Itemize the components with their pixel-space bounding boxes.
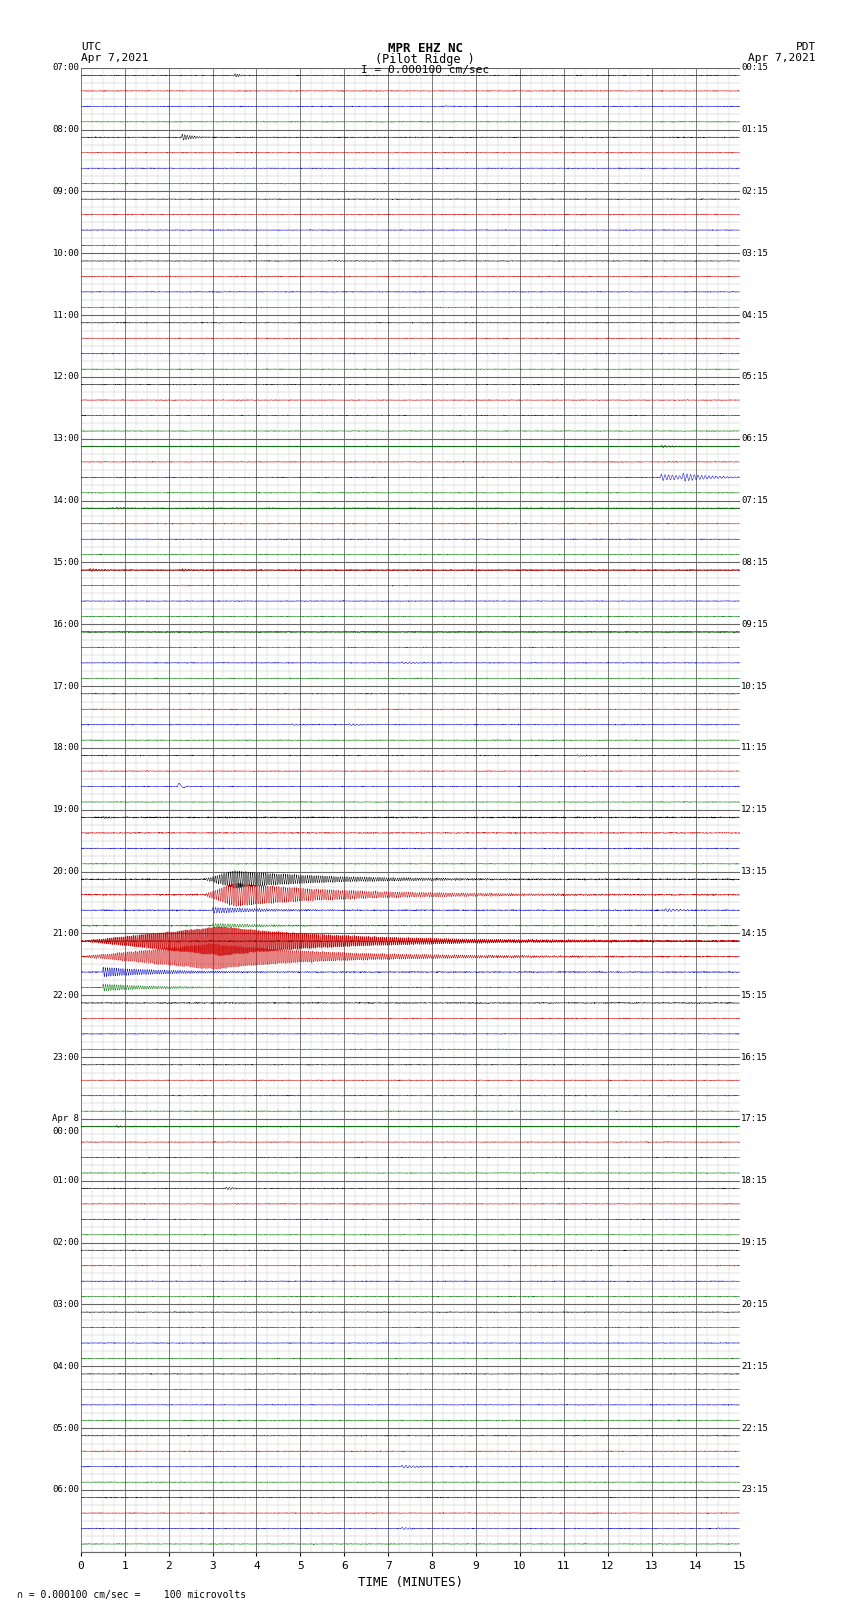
Text: 13:00: 13:00 xyxy=(53,434,79,444)
Text: 05:00: 05:00 xyxy=(53,1424,79,1432)
Text: 03:15: 03:15 xyxy=(741,248,768,258)
Text: 15:15: 15:15 xyxy=(741,990,768,1000)
Text: 22:00: 22:00 xyxy=(53,990,79,1000)
Text: 18:15: 18:15 xyxy=(741,1176,768,1186)
Text: 00:00: 00:00 xyxy=(53,1127,79,1136)
Text: ∩ = 0.000100 cm/sec =    100 microvolts: ∩ = 0.000100 cm/sec = 100 microvolts xyxy=(17,1590,246,1600)
Text: 07:00: 07:00 xyxy=(53,63,79,73)
Text: 16:00: 16:00 xyxy=(53,619,79,629)
Text: 08:15: 08:15 xyxy=(741,558,768,566)
Text: 16:15: 16:15 xyxy=(741,1053,768,1061)
Text: 20:15: 20:15 xyxy=(741,1300,768,1308)
Text: 22:15: 22:15 xyxy=(741,1424,768,1432)
Text: 05:15: 05:15 xyxy=(741,373,768,381)
Text: MPR EHZ NC: MPR EHZ NC xyxy=(388,42,462,55)
Text: 18:00: 18:00 xyxy=(53,744,79,752)
Text: 01:00: 01:00 xyxy=(53,1176,79,1186)
Text: 01:15: 01:15 xyxy=(741,126,768,134)
Text: 02:00: 02:00 xyxy=(53,1239,79,1247)
Text: PDT: PDT xyxy=(796,42,816,52)
Text: 10:15: 10:15 xyxy=(741,682,768,690)
Text: 09:15: 09:15 xyxy=(741,619,768,629)
Text: 08:00: 08:00 xyxy=(53,126,79,134)
Text: 14:15: 14:15 xyxy=(741,929,768,937)
Text: 23:00: 23:00 xyxy=(53,1053,79,1061)
Text: 12:00: 12:00 xyxy=(53,373,79,381)
Text: Apr 7,2021: Apr 7,2021 xyxy=(81,53,148,63)
Text: 13:15: 13:15 xyxy=(741,868,768,876)
Text: 23:15: 23:15 xyxy=(741,1486,768,1494)
Text: 17:15: 17:15 xyxy=(741,1115,768,1123)
Text: 11:15: 11:15 xyxy=(741,744,768,752)
Text: 06:15: 06:15 xyxy=(741,434,768,444)
Text: 17:00: 17:00 xyxy=(53,682,79,690)
Text: 00:15: 00:15 xyxy=(741,63,768,73)
Text: 15:00: 15:00 xyxy=(53,558,79,566)
Text: 04:15: 04:15 xyxy=(741,311,768,319)
Text: 19:15: 19:15 xyxy=(741,1239,768,1247)
Text: 09:00: 09:00 xyxy=(53,187,79,195)
Text: (Pilot Ridge ): (Pilot Ridge ) xyxy=(375,53,475,66)
Text: 07:15: 07:15 xyxy=(741,497,768,505)
Text: 12:15: 12:15 xyxy=(741,805,768,815)
Text: 21:00: 21:00 xyxy=(53,929,79,937)
Text: 10:00: 10:00 xyxy=(53,248,79,258)
Text: 14:00: 14:00 xyxy=(53,497,79,505)
Text: 21:15: 21:15 xyxy=(741,1361,768,1371)
X-axis label: TIME (MINUTES): TIME (MINUTES) xyxy=(358,1576,462,1589)
Text: UTC: UTC xyxy=(81,42,101,52)
Text: 06:00: 06:00 xyxy=(53,1486,79,1494)
Text: 02:15: 02:15 xyxy=(741,187,768,195)
Text: Apr 7,2021: Apr 7,2021 xyxy=(749,53,816,63)
Text: Apr 8: Apr 8 xyxy=(53,1115,79,1123)
Text: 19:00: 19:00 xyxy=(53,805,79,815)
Text: 04:00: 04:00 xyxy=(53,1361,79,1371)
Text: 11:00: 11:00 xyxy=(53,311,79,319)
Text: 20:00: 20:00 xyxy=(53,868,79,876)
Text: I = 0.000100 cm/sec: I = 0.000100 cm/sec xyxy=(361,65,489,74)
Text: 03:00: 03:00 xyxy=(53,1300,79,1308)
